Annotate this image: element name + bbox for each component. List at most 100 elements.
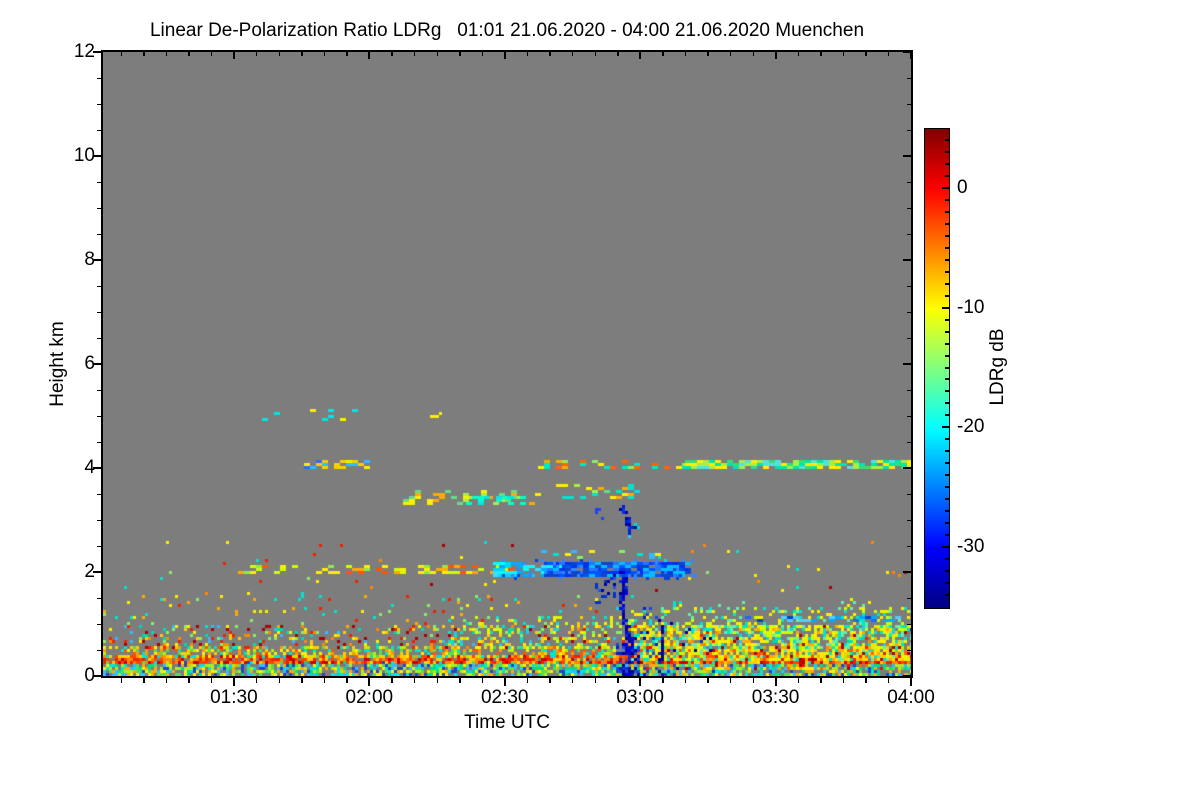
- colorbar-minor-tick: [945, 438, 949, 441]
- x-minor-tick: [301, 678, 303, 683]
- y-minor-tick: [97, 337, 101, 339]
- x-minor-tick-top: [820, 52, 822, 56]
- x-minor-tick: [617, 678, 619, 683]
- colorbar-minor-tick: [945, 246, 949, 249]
- x-minor-tick: [865, 678, 867, 683]
- colorbar-minor-tick: [945, 330, 949, 333]
- y-minor-tick: [97, 519, 101, 521]
- x-minor-tick-top: [120, 52, 123, 56]
- colorbar-minor-tick: [945, 474, 949, 477]
- y-tick-label: 10: [73, 145, 95, 166]
- x-minor-tick-top: [684, 52, 687, 56]
- colorbar-minor-tick: [945, 594, 949, 597]
- x-major-tick-top: [910, 52, 912, 59]
- y-tick-label: 12: [73, 41, 95, 62]
- y-minor-tick-right: [907, 389, 911, 391]
- y-major-tick-right: [903, 363, 911, 365]
- colorbar-minor-tick: [945, 282, 949, 285]
- colorbar-minor-tick: [945, 234, 949, 237]
- y-minor-tick: [97, 441, 101, 443]
- y-minor-tick-right: [907, 597, 911, 599]
- x-minor-tick: [143, 678, 145, 683]
- y-major-tick-right: [903, 259, 911, 261]
- y-minor-tick-right: [907, 311, 911, 313]
- x-minor-tick-top: [797, 52, 800, 56]
- x-minor-tick-top: [210, 52, 213, 56]
- x-minor-tick: [323, 678, 326, 683]
- x-minor-tick: [481, 678, 484, 683]
- x-major-tick: [774, 678, 777, 686]
- x-minor-tick: [752, 678, 754, 683]
- x-minor-tick: [210, 678, 213, 683]
- x-tick-label: 02:00: [345, 687, 394, 708]
- x-minor-tick-top: [346, 52, 348, 56]
- y-major-tick: [93, 675, 101, 677]
- colorbar-minor-tick: [945, 534, 949, 537]
- x-major-tick-top: [503, 52, 506, 59]
- colorbar-minor-tick: [945, 270, 949, 273]
- colorbar-major-tick: [942, 426, 949, 429]
- x-minor-tick: [459, 678, 461, 683]
- x-minor-tick: [120, 678, 123, 683]
- y-minor-tick: [97, 415, 101, 417]
- y-minor-tick: [97, 129, 101, 131]
- x-minor-tick: [887, 678, 890, 683]
- plot-frame: [101, 50, 913, 678]
- y-minor-tick-right: [907, 103, 911, 105]
- colorbar-minor-tick: [945, 318, 949, 321]
- x-minor-tick-top: [865, 52, 867, 56]
- colorbar-tick-label: -30: [957, 536, 985, 558]
- x-minor-tick-top: [662, 52, 664, 56]
- colorbar-minor-tick: [945, 450, 949, 453]
- x-minor-tick: [278, 678, 281, 683]
- x-major-tick: [910, 678, 912, 686]
- y-minor-tick-right: [907, 207, 911, 209]
- colorbar-major-tick: [942, 546, 949, 549]
- x-tick-label: 03:30: [751, 687, 800, 708]
- y-minor-tick: [97, 389, 101, 391]
- y-minor-tick-right: [907, 129, 911, 131]
- y-minor-tick: [97, 103, 101, 105]
- y-major-tick-right: [903, 155, 911, 157]
- colorbar-tick-label: -20: [957, 416, 985, 438]
- x-minor-tick: [549, 678, 551, 683]
- x-minor-tick: [188, 678, 190, 683]
- colorbar-minor-tick: [945, 222, 949, 225]
- chart-title: Linear De-Polarization Ratio LDRg 01:01 …: [149, 20, 865, 41]
- x-minor-tick-top: [413, 52, 416, 56]
- y-minor-tick-right: [907, 285, 911, 287]
- colorbar-minor-tick: [945, 486, 949, 489]
- colorbar-minor-tick: [945, 498, 949, 501]
- y-minor-tick: [97, 77, 101, 79]
- colorbar-minor-tick: [945, 402, 949, 405]
- y-minor-tick-right: [907, 649, 911, 651]
- x-minor-tick-top: [729, 52, 732, 56]
- colorbar-minor-tick: [945, 462, 949, 465]
- y-minor-tick: [97, 233, 101, 235]
- x-axis-label: Time UTC: [464, 712, 550, 733]
- colorbar-minor-tick: [945, 558, 949, 561]
- x-minor-tick-top: [887, 52, 890, 56]
- y-major-tick-right: [903, 675, 911, 677]
- x-minor-tick-top: [301, 52, 303, 56]
- x-minor-tick: [662, 678, 664, 683]
- y-minor-tick: [97, 207, 101, 209]
- x-major-tick-top: [774, 52, 777, 59]
- colorbar-minor-tick: [945, 150, 949, 153]
- x-minor-tick-top: [526, 52, 529, 56]
- x-minor-tick-top: [707, 52, 709, 56]
- y-minor-tick: [97, 597, 101, 599]
- y-minor-tick: [97, 623, 101, 625]
- y-minor-tick: [97, 181, 101, 183]
- colorbar-minor-tick: [945, 378, 949, 381]
- y-minor-tick: [97, 649, 101, 651]
- y-minor-tick: [97, 285, 101, 287]
- heatmap-canvas: [103, 52, 911, 676]
- colorbar-minor-tick: [945, 198, 949, 201]
- colorbar-tick-label: 0: [957, 176, 968, 198]
- colorbar-minor-tick: [945, 582, 949, 585]
- colorbar-minor-tick: [945, 342, 949, 345]
- x-minor-tick-top: [188, 52, 190, 56]
- colorbar-major-tick: [942, 186, 949, 189]
- x-minor-tick-top: [278, 52, 281, 56]
